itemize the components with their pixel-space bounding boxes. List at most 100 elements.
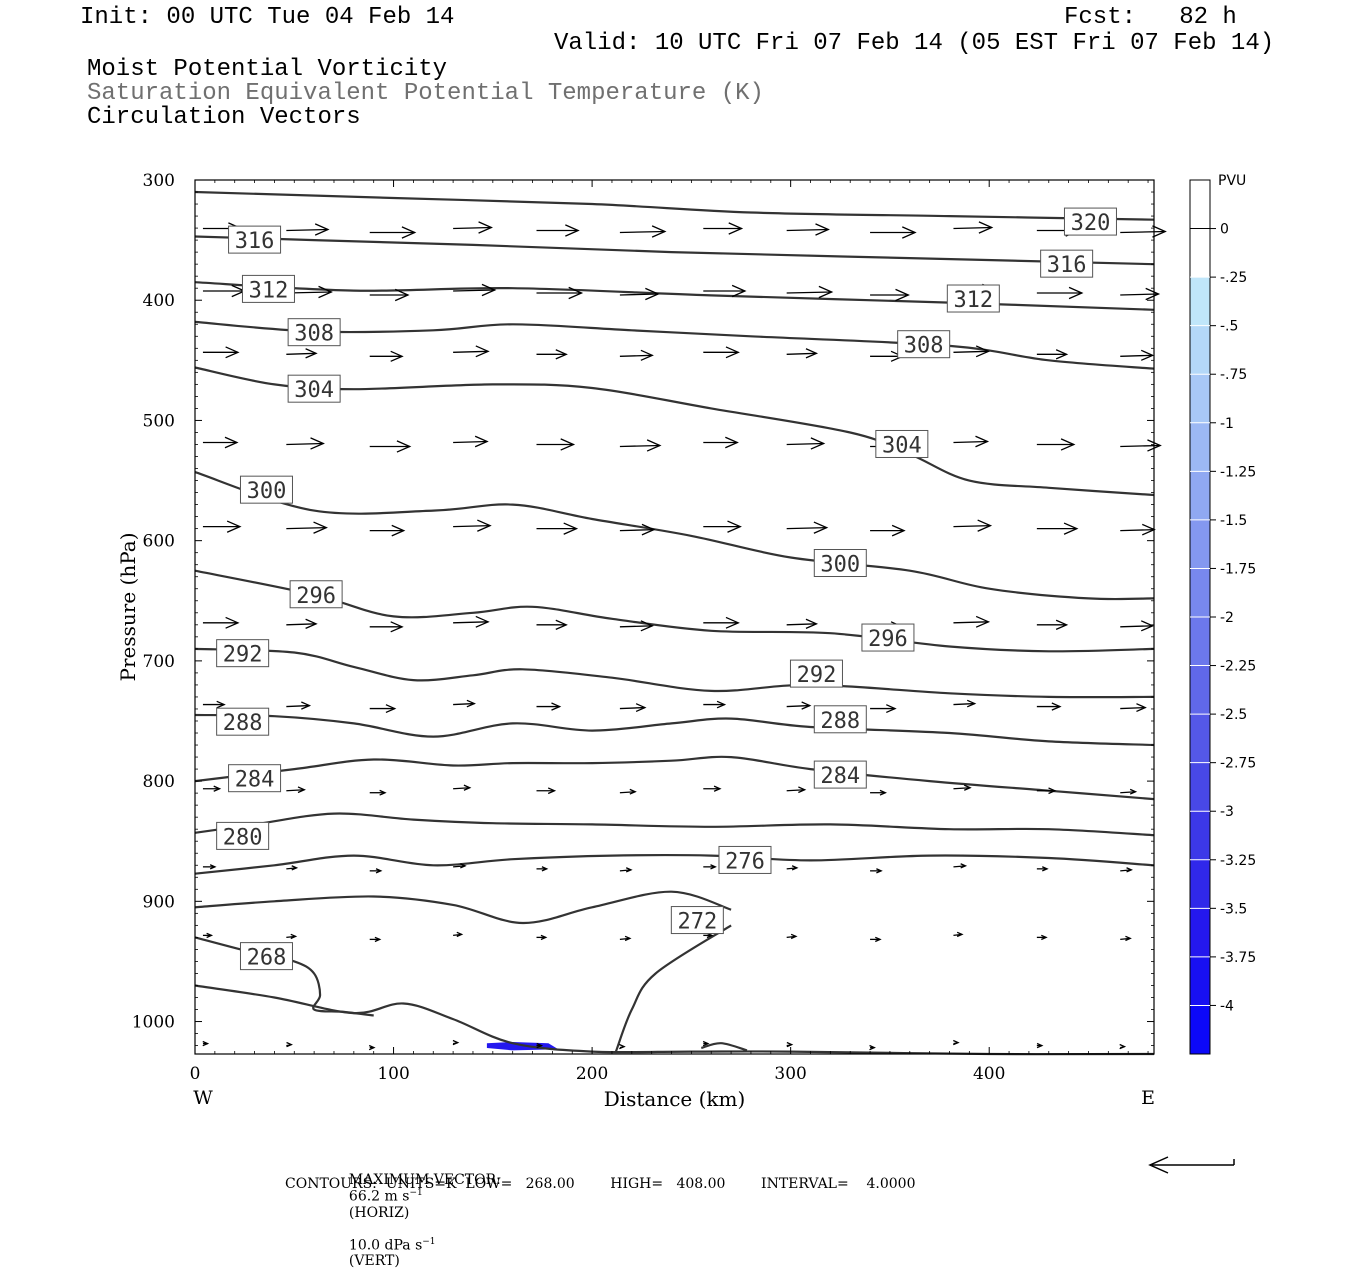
circulation-vector bbox=[453, 350, 489, 353]
contour-label: 288 bbox=[820, 709, 860, 734]
vector-arrowhead bbox=[375, 868, 383, 874]
colorbar-segment bbox=[1190, 665, 1210, 715]
y-tick-label: 900 bbox=[143, 892, 175, 912]
circulation-vector bbox=[953, 440, 988, 444]
colorbar-segment bbox=[1190, 617, 1210, 667]
colorbar-segment bbox=[1190, 325, 1210, 375]
colorbar-segment bbox=[1190, 762, 1210, 812]
circulation-vector bbox=[453, 289, 495, 292]
contour-label: 320 bbox=[1071, 211, 1111, 236]
circulation-vector bbox=[286, 789, 305, 792]
vector-arrowhead bbox=[891, 524, 906, 537]
theta-es-contour bbox=[194, 713, 1155, 747]
vector-arrowhead bbox=[966, 699, 977, 708]
theta-es-contour bbox=[194, 812, 1155, 837]
vector-arrowhead bbox=[902, 226, 917, 239]
circulation-vector bbox=[786, 704, 810, 708]
contour-label-box bbox=[670, 906, 724, 935]
circulation-vector bbox=[1120, 230, 1166, 234]
vector-arrowhead bbox=[875, 936, 882, 943]
x-tick-label: 300 bbox=[774, 1064, 806, 1084]
colorbar-segment bbox=[1190, 422, 1210, 472]
contour-label-box bbox=[289, 580, 343, 609]
vector-arrowhead bbox=[1048, 787, 1057, 795]
vert-exp: −1 bbox=[422, 1236, 436, 1247]
vector-arrowhead bbox=[818, 285, 834, 299]
contour-label: 308 bbox=[904, 334, 944, 359]
vector-arrowhead bbox=[963, 784, 972, 791]
vector-arrowhead bbox=[313, 521, 328, 534]
vector-arrowhead bbox=[646, 439, 662, 452]
vector-arrowhead bbox=[1063, 522, 1079, 535]
vector-arrowhead bbox=[956, 931, 964, 938]
vector-arrowhead bbox=[541, 866, 549, 872]
contour-label: 280 bbox=[223, 825, 263, 850]
vector-arrowhead bbox=[1041, 866, 1049, 872]
circulation-vector bbox=[786, 352, 817, 355]
colorbar-label: -1.5 bbox=[1220, 513, 1247, 529]
theta-es-contour bbox=[194, 320, 1155, 370]
vector-arrowhead bbox=[463, 784, 472, 791]
vector-arrowhead bbox=[1152, 225, 1167, 238]
circulation-vector bbox=[619, 354, 653, 357]
vector-layer bbox=[202, 221, 1167, 1051]
circulation-vector bbox=[953, 226, 992, 230]
vector-arrowhead bbox=[1140, 349, 1155, 361]
title-mpv: Moist Potential Vorticity bbox=[87, 56, 448, 83]
colorbar-segment bbox=[1190, 859, 1210, 909]
vector-arrowhead bbox=[1051, 702, 1062, 711]
vector-arrowhead bbox=[540, 934, 548, 941]
vector-arrowhead bbox=[713, 785, 722, 792]
vector-arrowhead bbox=[805, 618, 819, 629]
vector-arrowhead bbox=[869, 1044, 876, 1051]
circulation-vector bbox=[953, 702, 975, 706]
circulation-vector bbox=[786, 789, 805, 792]
title-theta-es: Saturation Equivalent Potential Temperat… bbox=[87, 80, 764, 107]
circulation-vector bbox=[953, 350, 989, 353]
vector-arrowhead bbox=[953, 1039, 960, 1046]
theta-es-contour bbox=[194, 984, 1155, 1056]
x-axis-title: Distance (km) bbox=[604, 1087, 746, 1111]
theta-es-contour bbox=[194, 235, 1155, 266]
colorbar-segment bbox=[1190, 908, 1210, 958]
colorbar: PVU 0 -.25 -.5 -.75 -1 -1.25 -1.5 -1.75 -2 -2.25 -2… bbox=[1189, 173, 1256, 1055]
contour-label: 292 bbox=[223, 643, 263, 668]
vector-arrowhead bbox=[798, 786, 807, 794]
circulation-vector bbox=[786, 228, 829, 232]
vector-arrowhead bbox=[206, 932, 214, 939]
vector-arrowhead bbox=[368, 1044, 376, 1051]
vector-arrowhead bbox=[725, 616, 740, 629]
circulation-vector bbox=[453, 226, 492, 230]
vector-arrowhead bbox=[641, 523, 656, 536]
vector-arrowhead bbox=[290, 933, 298, 940]
x-tick-label: 400 bbox=[973, 1064, 1005, 1084]
circulation-vector bbox=[619, 293, 659, 296]
vector-arrowhead bbox=[224, 436, 239, 449]
circulation-vector bbox=[286, 526, 327, 530]
vector-arrowhead bbox=[390, 621, 404, 633]
circulation-vector bbox=[453, 702, 475, 706]
contours-info: CONTOURS: UNITS=K LOW= 268.00 HIGH= 408.… bbox=[285, 1176, 916, 1192]
y-tick-label: 800 bbox=[143, 772, 175, 792]
vector-arrowhead bbox=[651, 225, 667, 238]
y-axis-title: Pressure (hPa) bbox=[116, 533, 140, 682]
contour-label-box bbox=[789, 659, 843, 688]
vector-arrowhead bbox=[452, 1039, 460, 1046]
y-tick-label: 300 bbox=[143, 171, 175, 191]
vector-arrowhead bbox=[810, 437, 826, 450]
valid-time: Valid: 10 UTC Fri 07 Feb 14 (05 EST Fri … bbox=[554, 30, 1275, 57]
vector-arrowhead bbox=[297, 786, 306, 794]
vector-arrowhead bbox=[374, 936, 382, 943]
vector-arrowhead bbox=[815, 223, 830, 236]
circulation-vector bbox=[453, 524, 491, 528]
contour-label-box bbox=[239, 942, 293, 971]
vector-arrowhead bbox=[401, 226, 417, 239]
vector-arrowhead bbox=[640, 349, 654, 361]
vector-arrowhead bbox=[379, 789, 387, 796]
contour-label: 276 bbox=[725, 849, 765, 874]
vector-arrowhead bbox=[213, 785, 222, 792]
circulation-vector bbox=[286, 228, 328, 232]
y-tick-label: 500 bbox=[143, 411, 175, 431]
contour-label: 268 bbox=[247, 946, 287, 971]
colorbar-label: -1.75 bbox=[1220, 561, 1256, 577]
